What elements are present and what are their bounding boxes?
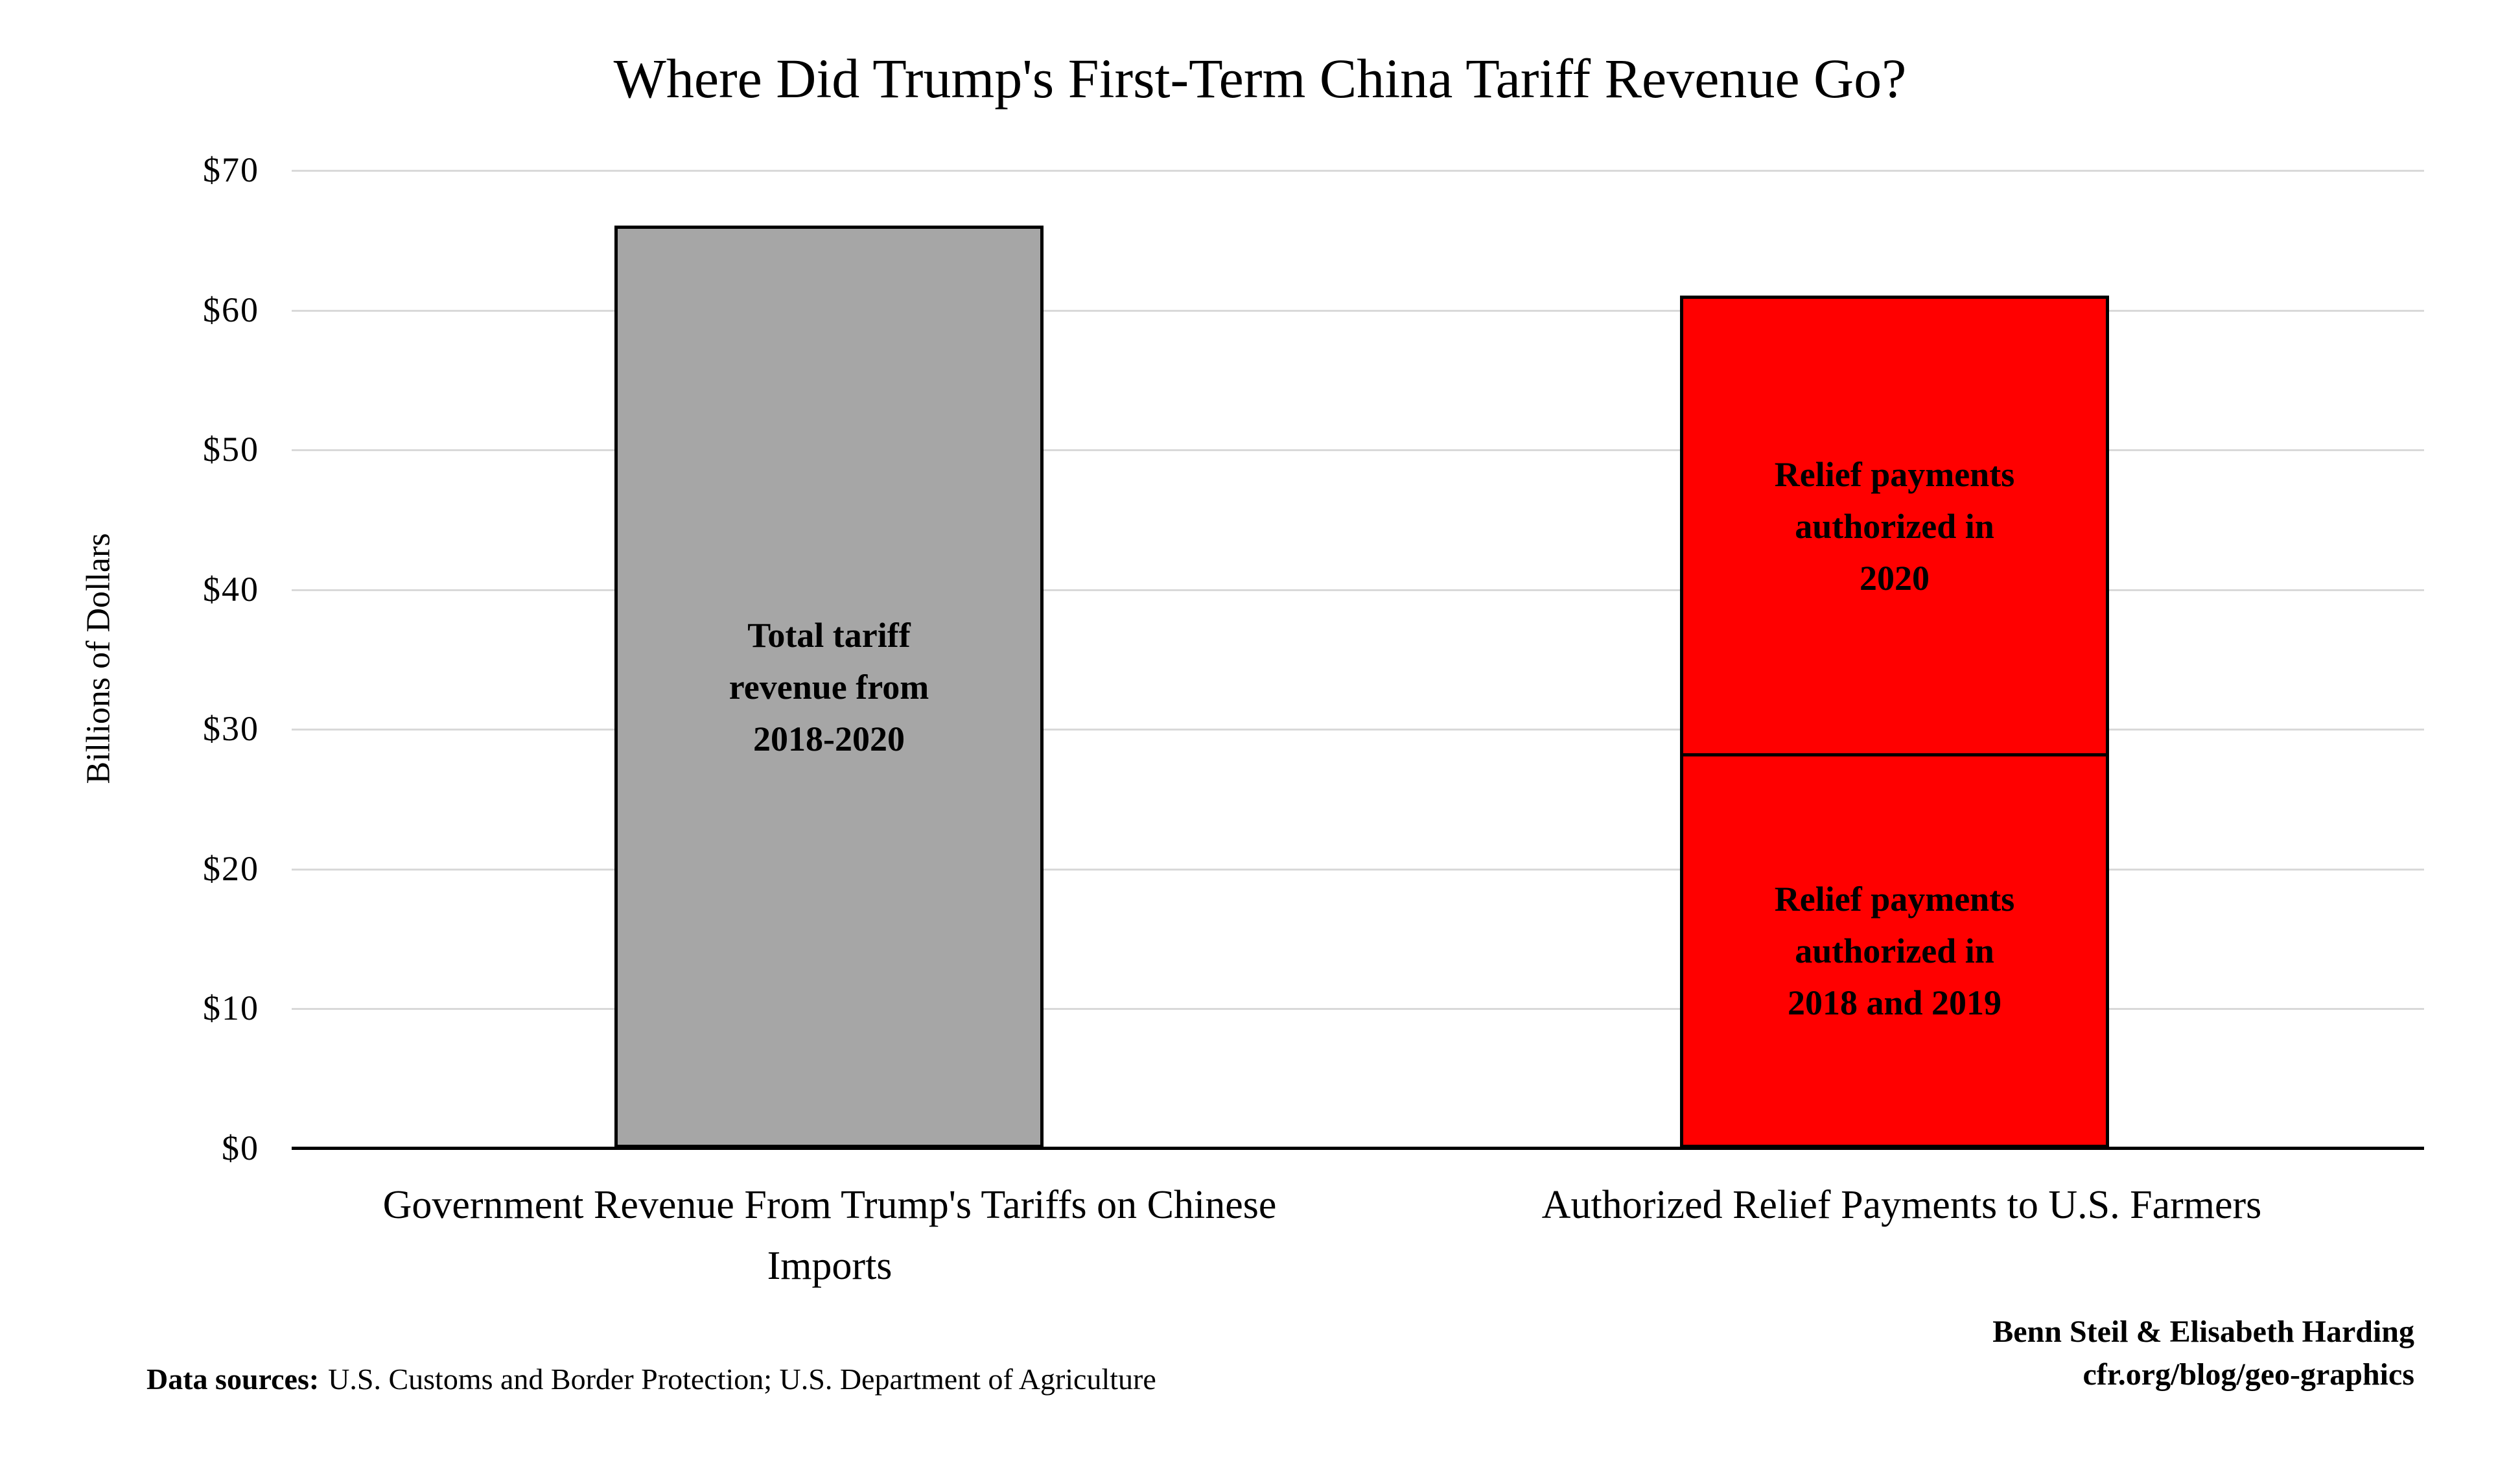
gridline-10 [292, 1008, 2424, 1010]
y-tick-label-60: $60 [203, 290, 259, 329]
data-sources-note: Data sources: U.S. Customs and Border Pro… [146, 1361, 1156, 1398]
gridline-50 [292, 449, 2424, 451]
bar-label-total-tariff-revenue: Total tariff revenue from 2018-2020 [618, 609, 1040, 765]
category-label-government-revenue: Government Revenue From Trump's Tariffs … [382, 1183, 1277, 1288]
data-sources-label: Data sources: [146, 1363, 320, 1396]
bar-label-line: revenue from [729, 667, 929, 707]
gridline-40 [292, 589, 2424, 591]
bar-label-relief-2020: Relief payments authorized in 2020 [1683, 449, 2106, 604]
bar-label-line: Total tariff [747, 615, 911, 655]
gridline-30 [292, 729, 2424, 731]
bar-tariff-revenue: Total tariff revenue from 2018-2020 [614, 226, 1044, 1148]
segment-relief-2018-2019: Relief payments authorized in 2018 and 2… [1683, 756, 2106, 1145]
credit-url: cfr.org/blog/geo-graphics [2082, 1357, 2415, 1392]
bar-label-line: Relief payments [1774, 879, 2015, 919]
bar-label-line: authorized in [1795, 931, 1994, 970]
bar-label-line: 2018 and 2019 [1787, 983, 2002, 1022]
bar-farm-relief-payments: Relief payments authorized in 2020 Relie… [1680, 296, 2109, 1148]
credit-block: Benn Steil & Elisabeth Harding cfr.org/b… [1992, 1311, 2414, 1396]
segment-relief-2020: Relief payments authorized in 2020 [1683, 299, 2106, 756]
category-label-relief-payments: Authorized Relief Payments to U.S. Farme… [1541, 1183, 2262, 1227]
data-sources-text: U.S. Customs and Border Protection; U.S.… [328, 1363, 1156, 1396]
y-tick-label-0: $0 [222, 1129, 259, 1167]
gridline-60 [292, 310, 2424, 312]
credit-authors: Benn Steil & Elisabeth Harding [1992, 1315, 2414, 1349]
y-tick-label-30: $30 [203, 709, 259, 748]
y-tick-label-10: $10 [203, 989, 259, 1027]
y-tick-label-50: $50 [203, 430, 259, 469]
y-tick-label-40: $40 [203, 570, 259, 609]
bar-label-relief-2018-2019: Relief payments authorized in 2018 and 2… [1683, 873, 2106, 1029]
chart-title: Where Did Trump's First-Term China Tarif… [613, 47, 1907, 110]
y-tick-label-70: $70 [203, 150, 259, 189]
y-tick-label-20: $20 [203, 849, 259, 888]
gridline-20 [292, 869, 2424, 871]
x-axis-line [292, 1147, 2424, 1150]
bar-label-line: authorized in [1795, 506, 1994, 546]
bar-label-line: Relief payments [1774, 454, 2015, 494]
bar-label-line: 2018-2020 [753, 719, 905, 758]
bar-label-line: 2020 [1860, 558, 1930, 598]
gridline-70 [292, 170, 2424, 172]
